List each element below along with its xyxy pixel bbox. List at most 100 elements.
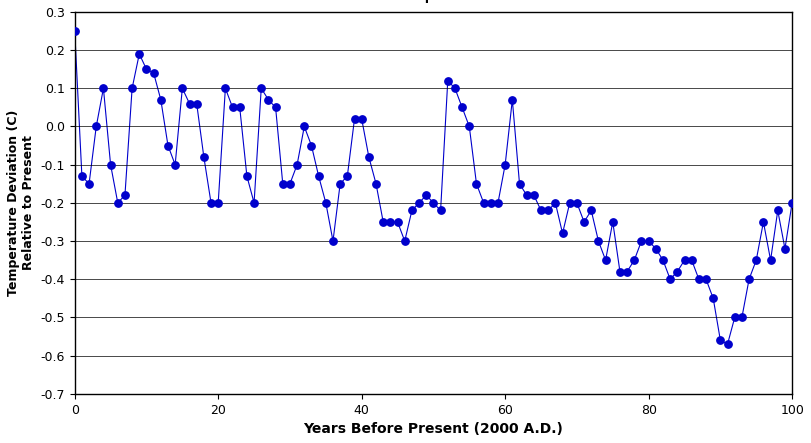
Point [176, 85, 189, 92]
Point [663, 276, 676, 283]
Point [491, 199, 504, 206]
Point [284, 180, 297, 187]
Point [706, 295, 719, 302]
Point [549, 199, 562, 206]
Point [642, 237, 655, 245]
Point [420, 192, 433, 199]
Point [183, 100, 196, 107]
Point [104, 161, 117, 168]
Point [779, 245, 792, 252]
Point [592, 237, 605, 245]
Point [757, 218, 770, 225]
Point [90, 123, 103, 130]
Point [570, 199, 583, 206]
Point [448, 85, 461, 92]
Point [240, 173, 253, 180]
Point [620, 268, 633, 275]
Point [269, 104, 282, 111]
Point [126, 85, 139, 92]
Y-axis label: Temperature Deviation (C)
Relative to Present: Temperature Deviation (C) Relative to Pr… [7, 110, 35, 296]
Point [413, 199, 426, 206]
Point [635, 237, 648, 245]
Point [212, 199, 225, 206]
Point [585, 207, 598, 214]
Text: From Satellite and S. Hemisphere ice and air data: From Satellite and S. Hemisphere ice and… [230, 0, 581, 3]
Point [577, 218, 590, 225]
Point [406, 207, 418, 214]
Point [247, 199, 260, 206]
Point [312, 173, 325, 180]
Point [700, 276, 713, 283]
Point [133, 51, 146, 58]
Point [290, 161, 303, 168]
Point [363, 153, 375, 160]
Point [477, 199, 490, 206]
Point [527, 192, 540, 199]
Point [219, 85, 232, 92]
Point [563, 199, 576, 206]
Point [599, 256, 612, 264]
Point [204, 199, 217, 206]
X-axis label: Years Before Present (2000 A.D.): Years Before Present (2000 A.D.) [303, 422, 564, 436]
Point [736, 314, 749, 321]
Point [255, 85, 268, 92]
Point [513, 180, 526, 187]
Point [656, 256, 669, 264]
Point [764, 256, 777, 264]
Point [305, 142, 318, 149]
Point [463, 123, 476, 130]
Point [749, 256, 762, 264]
Point [111, 199, 124, 206]
Point [154, 96, 167, 103]
Point [434, 207, 447, 214]
Point [370, 180, 383, 187]
Point [534, 207, 547, 214]
Point [355, 115, 368, 122]
Point [118, 192, 131, 199]
Point [320, 199, 333, 206]
Point [298, 123, 311, 130]
Point [384, 218, 397, 225]
Point [68, 27, 81, 35]
Point [348, 115, 361, 122]
Point [671, 268, 684, 275]
Point [470, 180, 483, 187]
Point [75, 173, 88, 180]
Point [685, 256, 698, 264]
Point [341, 173, 354, 180]
Point [556, 230, 569, 237]
Point [628, 256, 641, 264]
Point [427, 199, 440, 206]
Point [771, 207, 784, 214]
Point [234, 104, 247, 111]
Point [169, 161, 182, 168]
Point [743, 276, 756, 283]
Point [542, 207, 555, 214]
Point [333, 180, 346, 187]
Point [83, 180, 96, 187]
Point [786, 199, 799, 206]
Point [140, 66, 153, 73]
Point [613, 268, 626, 275]
Point [499, 161, 512, 168]
Point [97, 85, 110, 92]
Point [728, 314, 741, 321]
Point [441, 77, 454, 84]
Point [147, 70, 160, 77]
Point [678, 256, 691, 264]
Point [161, 142, 174, 149]
Point [484, 199, 497, 206]
Point [197, 153, 210, 160]
Point [327, 237, 340, 245]
Point [650, 245, 663, 252]
Point [226, 104, 239, 111]
Point [377, 218, 390, 225]
Point [693, 276, 706, 283]
Point [456, 104, 469, 111]
Point [191, 100, 204, 107]
Point [721, 341, 734, 348]
Point [398, 237, 411, 245]
Point [262, 96, 275, 103]
Point [391, 218, 404, 225]
Point [607, 218, 620, 225]
